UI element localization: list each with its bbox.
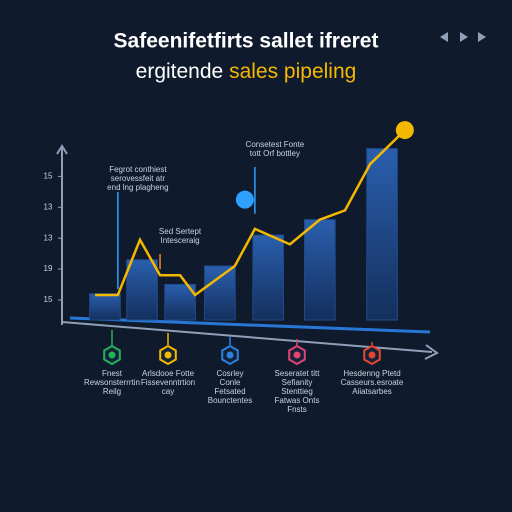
- stage-text: Rewsonsterrrtin: [84, 378, 140, 387]
- stage-text: Reilg: [103, 387, 121, 396]
- y-tick-label: 15: [44, 295, 53, 304]
- line: [95, 129, 406, 297]
- stage-text: Aiiatsarbes: [352, 387, 392, 396]
- stage-text: Conle: [220, 378, 241, 387]
- stage-text: Bounctentes: [208, 396, 252, 405]
- subtitle: ergitende: [136, 60, 224, 83]
- stage-text: Cosrley: [216, 369, 243, 378]
- y-tick-label: 13: [44, 202, 53, 211]
- annotation-text: Sed Sertept: [159, 227, 202, 236]
- annotation-text: serovessfeit atr: [111, 174, 166, 183]
- stage-text: Casseurs.esroate: [341, 378, 404, 387]
- stage-icon-dot: [368, 351, 376, 359]
- bar: [252, 234, 284, 321]
- nav-next[interactable]: [460, 32, 468, 42]
- stage-icon-dot: [226, 351, 234, 359]
- stage-icon-dot: [164, 351, 172, 359]
- nav-next2[interactable]: [478, 32, 486, 42]
- y-tick-label: 19: [44, 264, 53, 273]
- stage-icon-dot: [293, 351, 301, 359]
- stage-text: Seseratet titt: [275, 369, 321, 378]
- x-axis-arrow: [424, 344, 439, 360]
- stage-text: Stenttieg: [281, 387, 313, 396]
- bar: [304, 219, 336, 321]
- stage-text: Arlsdooe Fotte: [142, 369, 195, 378]
- stage-text: Hesdenng Ptetd: [343, 369, 400, 378]
- stage-icon-dot: [108, 351, 116, 359]
- bar: [204, 265, 236, 321]
- annotation-text: Fegrot conthiest: [109, 165, 167, 174]
- stage-text: Sefianity: [282, 378, 313, 387]
- bar: [366, 148, 398, 321]
- y-axis-arrow: [56, 144, 68, 155]
- annotation-text: Consetest Fonte: [246, 140, 305, 149]
- nav-prev[interactable]: [440, 32, 448, 42]
- stage-text: Fissevenntrtion: [141, 378, 195, 387]
- line-end-dot: [395, 121, 414, 140]
- annotation-text: end lng plagheng: [107, 183, 168, 192]
- stage-text: Fnest: [102, 369, 123, 378]
- stage-text: Fnsts: [287, 405, 307, 414]
- annotation-text: Intesceraig: [160, 236, 199, 245]
- chart-title: Safeenifetfirts sallet ifreret: [114, 30, 379, 53]
- stage-text: Fetsated: [214, 387, 245, 396]
- stage-text: Fatwas Onts: [275, 396, 320, 405]
- y-tick-label: 13: [44, 233, 53, 242]
- bar: [126, 259, 158, 321]
- annotation-dot: [235, 190, 254, 209]
- chart-subtitle: ergitende sales pipeling: [136, 60, 357, 83]
- stage-text: cay: [162, 387, 174, 396]
- subtitle-highlight: sales pipeling: [229, 60, 356, 83]
- y-tick-label: 15: [44, 172, 53, 181]
- bar: [89, 293, 121, 321]
- annotation-text: tott Orf bottley: [250, 149, 300, 158]
